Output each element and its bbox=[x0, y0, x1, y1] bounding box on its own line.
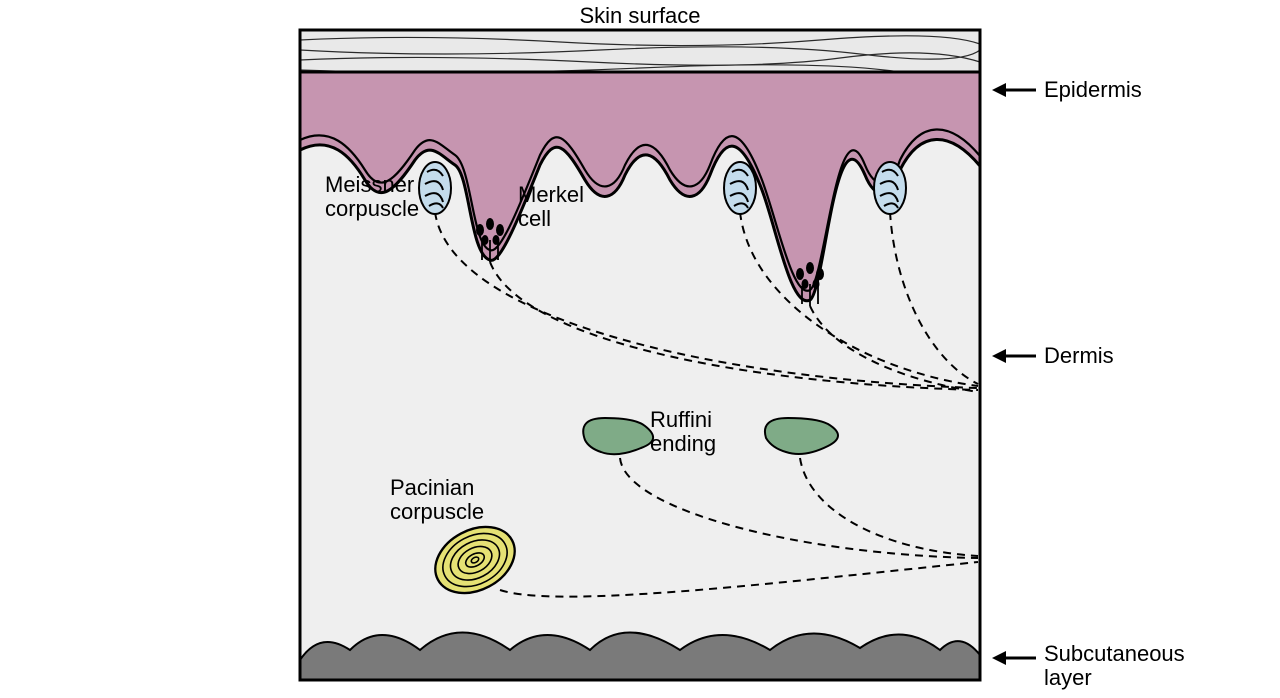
arrow-icon bbox=[992, 344, 1036, 368]
arrow-subcut: Subcutaneous layer bbox=[992, 642, 1185, 690]
meissner-2 bbox=[724, 162, 756, 214]
diagram-stage: Skin surface bbox=[0, 0, 1280, 698]
ruffini-label: Ruffini ending bbox=[650, 408, 716, 456]
meissner-3 bbox=[874, 162, 906, 214]
meissner-1 bbox=[419, 162, 451, 214]
epidermis-label: Epidermis bbox=[1044, 78, 1142, 102]
arrow-epidermis: Epidermis bbox=[992, 78, 1142, 102]
merkel-label: Merkel cell bbox=[518, 183, 584, 231]
meissner-label: Meissner corpuscle bbox=[325, 173, 419, 221]
title-label: Skin surface bbox=[0, 4, 1280, 28]
arrow-icon bbox=[992, 78, 1036, 102]
subcutaneous bbox=[300, 633, 980, 681]
arrow-icon bbox=[992, 646, 1036, 670]
subcut-label: Subcutaneous layer bbox=[1044, 642, 1185, 690]
dermis-label: Dermis bbox=[1044, 344, 1114, 368]
arrow-dermis: Dermis bbox=[992, 344, 1114, 368]
pacinian-label: Pacinian corpuscle bbox=[390, 476, 484, 524]
